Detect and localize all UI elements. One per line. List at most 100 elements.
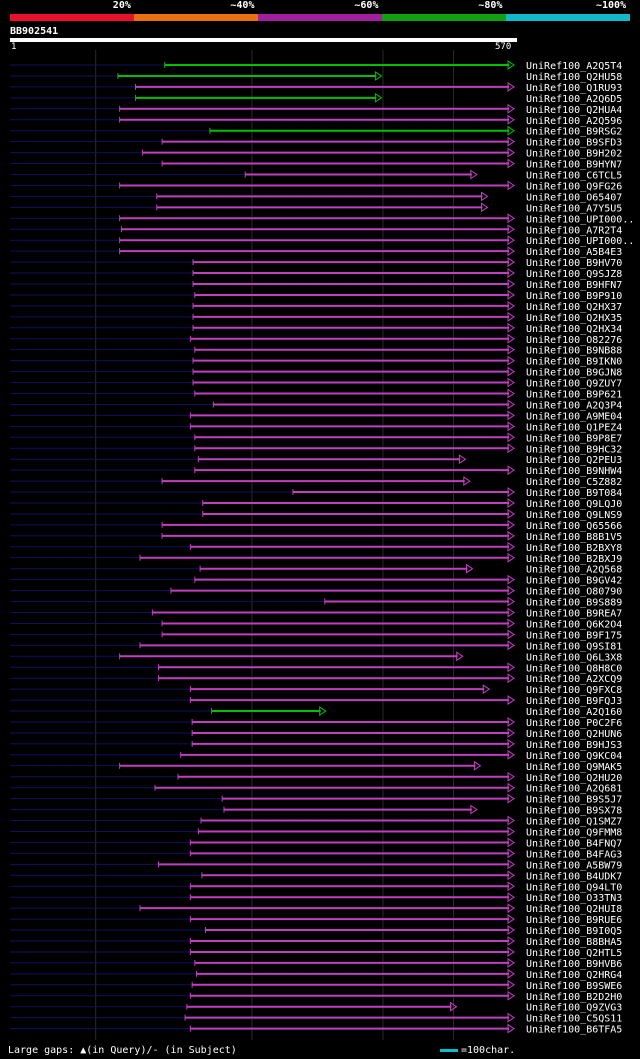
- hit-row[interactable]: UniRef100_C5QS11: [10, 1012, 622, 1025]
- hit-label[interactable]: UniRef100_A2Q6D5: [526, 94, 622, 105]
- hit-label[interactable]: UniRef100_B6TFA5: [526, 1025, 622, 1036]
- hit-row[interactable]: UniRef100_O82276: [10, 333, 622, 346]
- hit-label[interactable]: UniRef100_Q1SMZ7: [526, 817, 622, 828]
- hit-row[interactable]: UniRef100_B9IKN0: [10, 355, 622, 368]
- hit-row[interactable]: UniRef100_B6TFA5: [10, 1023, 622, 1036]
- hit-row[interactable]: UniRef100_B4FAG3: [10, 848, 622, 860]
- hit-label[interactable]: UniRef100_B4FAG3: [526, 849, 622, 860]
- hit-label[interactable]: UniRef100_B9HV70: [526, 258, 622, 269]
- hit-row[interactable]: UniRef100_Q2HX34: [10, 322, 622, 335]
- hit-row[interactable]: UniRef100_A2Q5T4: [10, 60, 622, 72]
- hit-label[interactable]: UniRef100_B2D2H0: [526, 992, 622, 1003]
- hit-label[interactable]: UniRef100_Q94LT0: [526, 882, 622, 893]
- hit-label[interactable]: UniRef100_Q9SJZ8: [526, 269, 622, 280]
- hit-label[interactable]: UniRef100_B9HC32: [526, 444, 622, 455]
- hit-row[interactable]: UniRef100_B9RUE6: [10, 914, 622, 926]
- hit-label[interactable]: UniRef100_Q65566: [526, 521, 622, 532]
- hit-row[interactable]: UniRef100_B8BHA5: [10, 936, 622, 948]
- hit-label[interactable]: UniRef100_A2Q160: [526, 707, 622, 718]
- hit-label[interactable]: UniRef100_Q9FXC8: [526, 685, 622, 696]
- hit-label[interactable]: UniRef100_A5BW79: [526, 860, 622, 871]
- hit-row[interactable]: UniRef100_Q9SI81: [10, 640, 622, 652]
- hit-label[interactable]: UniRef100_A2XCQ9: [526, 674, 622, 685]
- hit-row[interactable]: UniRef100_A2Q681: [10, 782, 622, 795]
- hit-label[interactable]: UniRef100_Q9MAK5: [526, 762, 622, 773]
- hit-label[interactable]: UniRef100_B9P910: [526, 291, 622, 302]
- hit-label[interactable]: UniRef100_P0C2F6: [526, 718, 622, 729]
- hit-label[interactable]: UniRef100_B9P621: [526, 390, 622, 401]
- hit-row[interactable]: UniRef100_B9P910: [10, 290, 622, 302]
- hit-row[interactable]: UniRef100_A2XCQ9: [10, 673, 622, 685]
- hit-label[interactable]: UniRef100_Q9ZVG3: [526, 1003, 622, 1014]
- hit-label[interactable]: UniRef100_A2Q5T4: [526, 61, 622, 72]
- hit-row[interactable]: UniRef100_Q6L3X8: [10, 651, 622, 663]
- hit-row[interactable]: UniRef100_Q9KC04: [10, 749, 622, 762]
- hit-row[interactable]: UniRef100_A7R2T4: [10, 224, 622, 236]
- hit-label[interactable]: UniRef100_Q9FMM8: [526, 828, 622, 839]
- hit-label[interactable]: UniRef100_A2Q3P4: [526, 400, 622, 411]
- hit-row[interactable]: UniRef100_A2Q596: [10, 114, 622, 127]
- hit-row[interactable]: UniRef100_B4FNQ7: [10, 837, 622, 849]
- hit-row[interactable]: UniRef100_Q9SJZ8: [10, 268, 622, 280]
- hit-label[interactable]: UniRef100_Q2HUI8: [526, 904, 622, 915]
- hit-row[interactable]: UniRef100_O65407: [10, 191, 622, 203]
- hit-label[interactable]: UniRef100_B9P8E7: [526, 433, 622, 444]
- hit-label[interactable]: UniRef100_Q2HX35: [526, 313, 622, 324]
- hit-label[interactable]: UniRef100_A5B4E3: [526, 247, 622, 258]
- hit-row[interactable]: UniRef100_B9P8E7: [10, 432, 622, 444]
- hit-label[interactable]: UniRef100_B9F175: [526, 630, 622, 641]
- hit-label[interactable]: UniRef100_Q2HUA4: [526, 105, 622, 116]
- hit-row[interactable]: UniRef100_B9HFN7: [10, 279, 622, 291]
- hit-label[interactable]: UniRef100_Q2HX37: [526, 302, 622, 313]
- hit-row[interactable]: UniRef100_Q9FXC8: [10, 684, 622, 696]
- hit-row[interactable]: UniRef100_Q9MAK5: [10, 760, 622, 773]
- hit-label[interactable]: UniRef100_Q6K2O4: [526, 619, 622, 630]
- hit-row[interactable]: UniRef100_Q9FG26: [10, 180, 622, 192]
- hit-row[interactable]: UniRef100_B9SX78: [10, 804, 622, 817]
- hit-label[interactable]: UniRef100_B9HJS3: [526, 740, 622, 751]
- hit-row[interactable]: UniRef100_B4UDK7: [10, 870, 622, 882]
- hit-label[interactable]: UniRef100_B9HFN7: [526, 280, 622, 291]
- hit-label[interactable]: UniRef100_Q2PEU3: [526, 455, 622, 466]
- hit-row[interactable]: UniRef100_B9GJN8: [10, 366, 622, 379]
- hit-label[interactable]: UniRef100_Q9LQJ0: [526, 499, 622, 510]
- hit-label[interactable]: UniRef100_B9FQJ3: [526, 696, 622, 707]
- hit-row[interactable]: UniRef100_Q65566: [10, 519, 622, 532]
- hit-row[interactable]: UniRef100_B9P621: [10, 388, 622, 401]
- hit-row[interactable]: UniRef100_A7Y5U5: [10, 202, 622, 214]
- hit-label[interactable]: UniRef100_A2Q681: [526, 784, 622, 795]
- hit-label[interactable]: UniRef100_A7R2T4: [526, 225, 622, 236]
- hit-row[interactable]: UniRef100_B2D2H0: [10, 990, 622, 1003]
- hit-label[interactable]: UniRef100_A7Y5U5: [526, 203, 622, 214]
- hit-label[interactable]: UniRef100_B9H202: [526, 149, 622, 160]
- hit-row[interactable]: UniRef100_B9RSG2: [10, 125, 622, 138]
- hit-row[interactable]: UniRef100_B9HC32: [10, 443, 622, 455]
- hit-label[interactable]: UniRef100_B9NB88: [526, 346, 622, 357]
- hit-row[interactable]: UniRef100_Q9LQJ0: [10, 498, 622, 510]
- hit-label[interactable]: UniRef100_Q9FG26: [526, 181, 622, 192]
- hit-row[interactable]: UniRef100_B9GV42: [10, 574, 622, 587]
- hit-row[interactable]: UniRef100_A9ME04: [10, 410, 622, 422]
- hit-row[interactable]: UniRef100_Q1SMZ7: [10, 815, 622, 828]
- hit-label[interactable]: UniRef100_B9HYN7: [526, 160, 622, 171]
- hit-label[interactable]: UniRef100_B2BXJ9: [526, 554, 622, 565]
- hit-label[interactable]: UniRef100_B9GJN8: [526, 368, 622, 379]
- hit-label[interactable]: UniRef100_B9NHW4: [526, 466, 622, 477]
- hit-row[interactable]: UniRef100_C6TCL5: [10, 169, 622, 182]
- hit-label[interactable]: UniRef100_A9ME04: [526, 411, 622, 422]
- hit-row[interactable]: UniRef100_Q2HX37: [10, 300, 622, 313]
- hit-row[interactable]: UniRef100_B9H202: [10, 147, 622, 160]
- hit-label[interactable]: UniRef100_B2BXY8: [526, 543, 622, 554]
- hit-label[interactable]: UniRef100_B9SX78: [526, 806, 622, 817]
- hit-label[interactable]: UniRef100_B8BHA5: [526, 937, 622, 948]
- hit-label[interactable]: UniRef100_Q9KC04: [526, 751, 622, 762]
- hit-row[interactable]: UniRef100_Q1RU93: [10, 81, 622, 94]
- hit-row[interactable]: UniRef100_UPI000..: [10, 213, 634, 225]
- hit-row[interactable]: UniRef100_B9HJS3: [10, 738, 622, 751]
- hit-label[interactable]: UniRef100_B9T084: [526, 488, 622, 499]
- hit-label[interactable]: UniRef100_A2Q568: [526, 565, 622, 576]
- hit-label[interactable]: UniRef100_B9RUE6: [526, 915, 622, 926]
- hit-label[interactable]: UniRef100_Q2HUN6: [526, 729, 622, 740]
- hit-row[interactable]: UniRef100_B9NB88: [10, 344, 622, 357]
- hit-label[interactable]: UniRef100_B9S5J7: [526, 795, 622, 806]
